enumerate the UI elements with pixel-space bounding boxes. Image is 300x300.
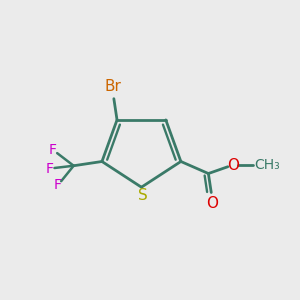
Text: S: S <box>138 188 148 203</box>
Text: F: F <box>49 143 57 157</box>
Text: CH₃: CH₃ <box>255 158 280 172</box>
Text: F: F <box>54 178 62 192</box>
Text: F: F <box>45 162 53 176</box>
Text: O: O <box>206 196 218 211</box>
Text: Br: Br <box>105 79 122 94</box>
Text: O: O <box>227 158 239 172</box>
